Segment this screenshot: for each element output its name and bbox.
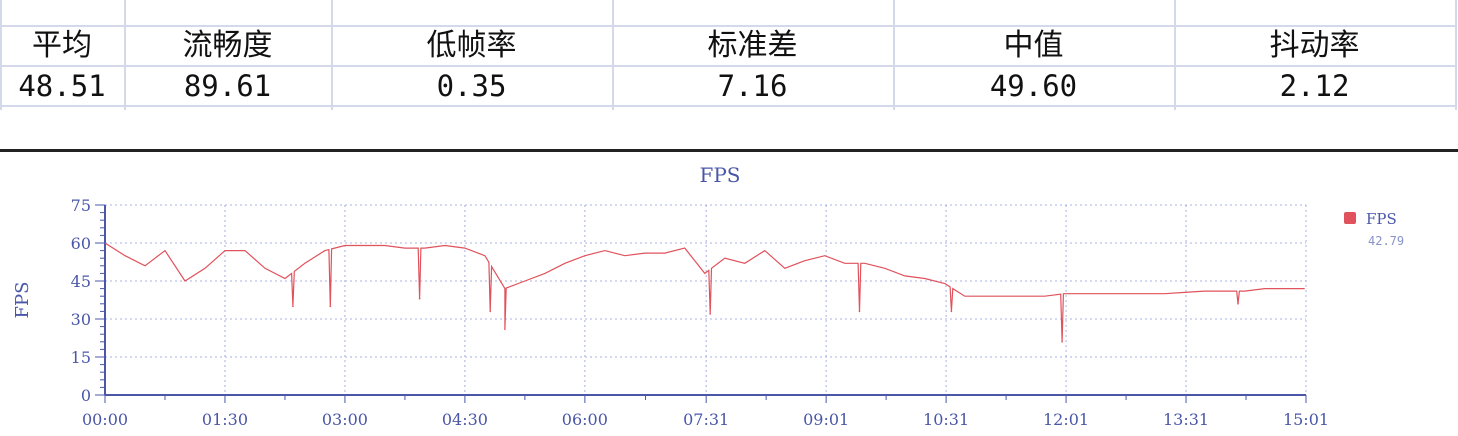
legend-label[interactable]: FPS [1366, 210, 1397, 228]
fps-dip-point [1061, 341, 1063, 343]
stat-value: 0.35 [436, 69, 507, 103]
fps-dip-point [504, 328, 506, 330]
table-column-border [0, 0, 2, 110]
stats-table: 平均 48.51 流畅度 89.61 低帧率 0.35 标准差 7.16 中值 49.60 抖动率 2… [0, 0, 1458, 110]
y-tick-label: 75 [71, 196, 91, 215]
fps-dip-point [329, 305, 332, 308]
stat-value: 89.61 [183, 69, 272, 103]
stat-header: 标准差 [707, 28, 798, 63]
y-tick-label: 45 [71, 272, 91, 291]
fps-dip-point [709, 313, 711, 315]
fps-dip-point [1237, 303, 1239, 305]
x-tick-label: 06:00 [562, 410, 608, 429]
table-column-border [893, 0, 895, 110]
fps-dip-point [489, 310, 492, 313]
table-row-border [0, 25, 1456, 27]
section-divider [0, 149, 1458, 152]
x-tick-label: 09:01 [803, 410, 849, 429]
y-tick-label: 15 [71, 348, 91, 367]
fps-dip-point [418, 297, 421, 300]
x-tick-label: 12:01 [1043, 410, 1089, 429]
stat-value: 2.12 [1279, 69, 1350, 103]
table-row-border [0, 65, 1456, 67]
fps-chart: FPS FPS 0 15 30 45 60 75 00:00 01:30 03:00 04:30 0… [12, 163, 1404, 429]
stat-header: 流畅度 [182, 28, 273, 63]
fps-series-line [104, 242, 1305, 342]
stat-header: 平均 [32, 28, 92, 63]
x-tick-label: 15:01 [1283, 410, 1329, 429]
y-tick-label: 0 [81, 386, 91, 405]
chart-title: FPS [699, 163, 740, 187]
stat-value: 48.51 [18, 69, 106, 103]
x-tick-label: 10:31 [923, 410, 969, 429]
fps-dip-point [950, 310, 953, 313]
stat-value: 7.16 [717, 69, 788, 103]
table-column-border [1174, 0, 1176, 110]
y-tick-label: 60 [71, 234, 91, 253]
stat-header: 中值 [1003, 28, 1064, 63]
table-column-border [612, 0, 614, 110]
table-column-border [331, 0, 333, 110]
x-tick-label: 00:00 [82, 410, 128, 429]
x-tick-label: 03:00 [322, 410, 368, 429]
table-column-border [1455, 0, 1457, 110]
legend-swatch[interactable] [1344, 212, 1356, 224]
table-column-border [124, 0, 126, 110]
fps-dip-point [292, 305, 294, 308]
x-tick-label: 13:31 [1163, 410, 1209, 429]
y-tick-label: 30 [71, 310, 91, 329]
stat-header: 低帧率 [426, 28, 517, 63]
stat-header: 抖动率 [1269, 28, 1360, 63]
stat-value: 49.60 [989, 69, 1078, 103]
table-row-border [0, 105, 1456, 107]
legend-value: 42.79 [1368, 234, 1404, 248]
x-tick-label: 04:30 [442, 410, 488, 429]
x-tick-label: 07:31 [683, 410, 729, 429]
y-axis-label: FPS [12, 282, 33, 319]
x-tick-label: 01:30 [202, 410, 248, 429]
fps-dip-point [858, 310, 861, 313]
